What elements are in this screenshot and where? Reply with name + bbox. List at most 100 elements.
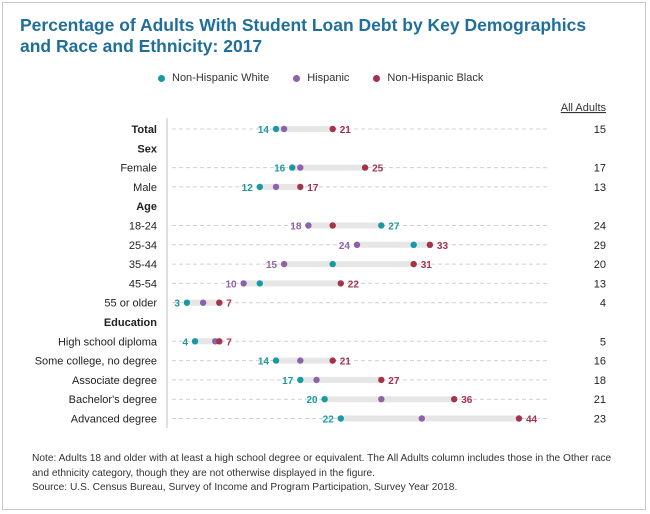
legend-marker-hispanic [293, 74, 301, 82]
point-non-hispanic-white-18-24 [378, 222, 385, 229]
value-label-black-total: 21 [340, 125, 352, 136]
value-label-white-18-24: 27 [388, 222, 400, 233]
point-non-hispanic-black-bachelor-s-degree [451, 396, 458, 403]
point-hispanic-55-or-older [199, 299, 207, 306]
legend-label-black: Non-Hispanic Black [387, 72, 484, 84]
point-non-hispanic-white-bachelor-s-degree [321, 396, 328, 403]
all-adults-value-associate-degree: 18 [594, 375, 606, 387]
notes: Note: Adults 18 and older with at least … [32, 452, 622, 496]
point-non-hispanic-white-some-college-no-degree [272, 357, 280, 364]
source-text: Source: U.S. Census Bureau, Survey of In… [32, 482, 458, 493]
value-label-hispanic-35-44: 15 [266, 260, 278, 271]
row-label-25-34: 25-34 [129, 240, 157, 252]
point-non-hispanic-black-35-44 [410, 260, 417, 268]
row-label-35-44: 35-44 [129, 259, 157, 271]
point-hispanic-male [272, 183, 280, 191]
row-label-advanced-degree: Advanced degree [71, 414, 157, 426]
all-adults-value-male: 13 [594, 182, 606, 194]
point-non-hispanic-white-associate-degree [297, 376, 304, 384]
point-non-hispanic-black-55-or-older [216, 299, 223, 306]
point-hispanic-25-34 [353, 241, 361, 248]
legend-label-white: Non-Hispanic White [172, 72, 270, 84]
section-header-age: Age [136, 201, 157, 213]
value-label-hispanic-45-54: 10 [225, 279, 237, 290]
point-non-hispanic-black-some-college-no-degree [329, 357, 336, 364]
row-label-45-54: 45-54 [129, 278, 157, 290]
all-adults-value-45-54: 13 [594, 278, 606, 290]
row-label-some-college-no-degree: Some college, no degree [35, 356, 157, 368]
value-label-white-some-college-no-degree: 14 [258, 357, 270, 368]
row-label-18-24: 18-24 [129, 221, 157, 233]
point-non-hispanic-black-high-school-diploma [216, 338, 223, 345]
value-label-black-advanced-degree: 44 [526, 415, 538, 426]
point-non-hispanic-white-total [272, 125, 280, 133]
value-label-white-male: 12 [242, 183, 254, 194]
all-adults-value-high-school-diploma: 5 [600, 336, 606, 348]
value-label-black-25-34: 33 [437, 241, 449, 252]
value-label-black-35-44: 31 [421, 260, 433, 271]
value-label-black-45-54: 22 [348, 279, 360, 290]
all-adults-value-total: 15 [594, 124, 606, 136]
value-label-white-55-or-older: 3 [174, 299, 180, 310]
value-label-hispanic-18-24: 18 [290, 222, 302, 233]
legend-item-black: Non-Hispanic Black [373, 72, 483, 84]
point-non-hispanic-white-55-or-older [183, 299, 191, 306]
point-hispanic-female [297, 164, 304, 171]
row-label-total: Total [132, 124, 157, 136]
value-label-black-female: 25 [372, 164, 384, 175]
point-non-hispanic-black-advanced-degree [515, 415, 523, 422]
value-label-white-advanced-degree: 22 [323, 415, 335, 426]
row-label-associate-degree: Associate degree [72, 375, 157, 387]
point-non-hispanic-black-associate-degree [378, 376, 385, 384]
value-label-black-high-school-diploma: 7 [226, 337, 232, 348]
value-label-white-female: 16 [274, 164, 286, 175]
all-adults-value-35-44: 20 [594, 259, 606, 271]
point-non-hispanic-white-advanced-degree [337, 415, 344, 422]
row-label-55-or-older: 55 or older [104, 298, 157, 310]
value-label-white-high-school-diploma: 4 [182, 337, 188, 348]
all-adults-value-25-34: 29 [594, 240, 606, 252]
value-label-black-bachelor-s-degree: 36 [461, 395, 473, 406]
note-text: Note: Adults 18 and older with at least … [32, 453, 612, 479]
point-hispanic-45-54 [240, 280, 247, 287]
point-non-hispanic-black-25-34 [426, 241, 434, 248]
value-label-black-associate-degree: 27 [388, 376, 400, 387]
value-label-black-55-or-older: 7 [226, 299, 232, 310]
row-label-high-school-diploma: High school diploma [58, 336, 158, 348]
section-header-sex: Sex [137, 143, 157, 155]
point-hispanic-some-college-no-degree [297, 357, 304, 364]
legend-marker-black [373, 74, 381, 82]
all-adults-value-55-or-older: 4 [600, 298, 606, 310]
value-label-white-associate-degree: 17 [282, 376, 294, 387]
value-label-black-some-college-no-degree: 21 [340, 357, 352, 368]
point-hispanic-bachelor-s-degree [378, 396, 385, 403]
value-label-white-total: 14 [258, 125, 270, 136]
point-non-hispanic-white-35-44 [329, 260, 336, 268]
row-label-bachelor-s-degree: Bachelor's degree [69, 394, 157, 406]
point-non-hispanic-black-45-54 [337, 280, 344, 287]
row-label-male: Male [133, 182, 157, 194]
legend-item-white: Non-Hispanic White [158, 72, 269, 84]
all-adults-value-female: 17 [594, 163, 606, 175]
point-non-hispanic-black-female [361, 164, 369, 171]
point-hispanic-advanced-degree [418, 415, 425, 422]
chart-rows: Total 14 21 15 Sex Female 16 25 17 Male 12 17 13 Age 1… [35, 124, 606, 426]
legend-item-hispanic: Hispanic [293, 72, 349, 84]
legend-marker-white [158, 74, 165, 82]
point-hispanic-associate-degree [313, 376, 320, 384]
all-adults-value-some-college-no-degree: 16 [594, 356, 606, 368]
point-non-hispanic-white-45-54 [256, 280, 263, 287]
legend-label-hispanic: Hispanic [307, 72, 350, 84]
legend: Non-Hispanic White Hispanic Non-Hispanic… [158, 70, 483, 86]
point-hispanic-35-44 [280, 260, 288, 268]
value-label-hispanic-25-34: 24 [339, 241, 351, 252]
point-non-hispanic-black-18-24 [329, 222, 336, 229]
point-hispanic-18-24 [305, 222, 312, 229]
point-non-hispanic-white-female [289, 164, 296, 171]
point-non-hispanic-black-total [329, 125, 336, 133]
point-non-hispanic-white-high-school-diploma [191, 338, 199, 345]
all-adults-value-bachelor-s-degree: 21 [594, 394, 606, 406]
all-adults-column-header: All Adults [561, 102, 607, 114]
all-adults-value-18-24: 24 [594, 221, 606, 233]
value-label-white-bachelor-s-degree: 20 [306, 395, 318, 406]
